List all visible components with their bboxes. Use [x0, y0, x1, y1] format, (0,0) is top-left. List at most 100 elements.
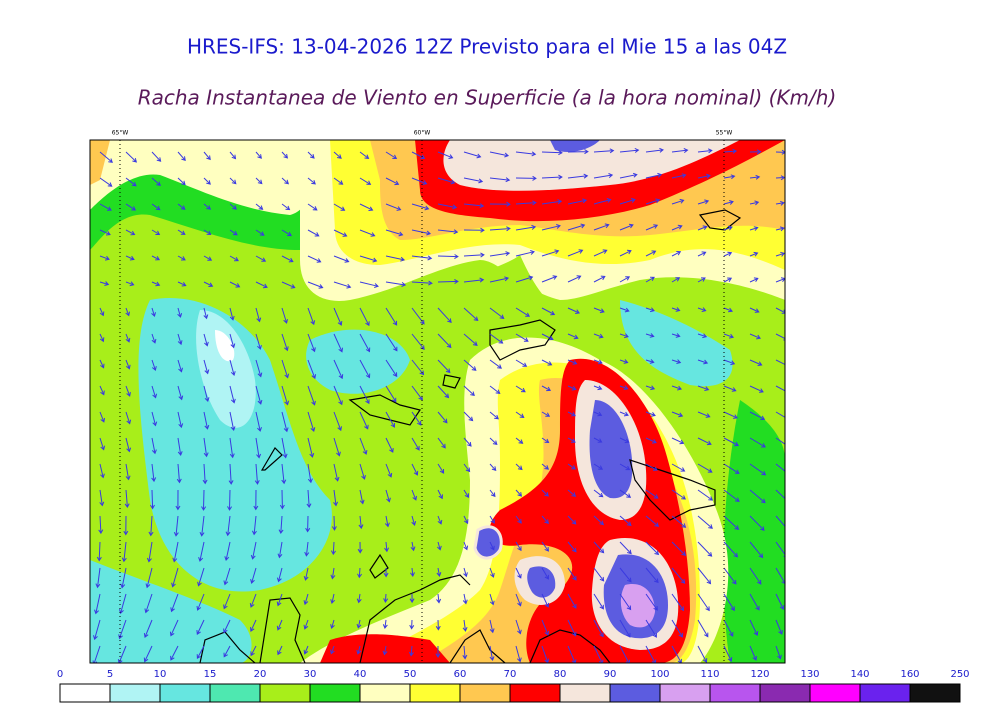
- wind-arrow: [463, 489, 470, 499]
- wind-arrow: [463, 541, 469, 551]
- wind-arrow: [255, 333, 262, 350]
- wind-arrow: [93, 619, 101, 641]
- wind-arrow: [385, 463, 393, 478]
- wind-arrow: [567, 249, 584, 257]
- wind-arrow: [463, 359, 477, 371]
- wind-arrow: [382, 619, 388, 629]
- wind-arrow: [515, 224, 537, 231]
- wind-arrow: [99, 385, 105, 396]
- wind-arrow: [281, 385, 290, 406]
- wind-arrow: [697, 437, 712, 446]
- wind-arrow: [177, 359, 183, 373]
- wind-arrow: [515, 593, 522, 607]
- colorbar-box: [109, 683, 161, 703]
- wind-arrow: [749, 645, 757, 661]
- wind-arrow: [437, 489, 443, 500]
- wind-arrow: [645, 619, 657, 638]
- wind-arrow: [749, 149, 762, 155]
- wind-arrow: [358, 515, 364, 530]
- wind-arrow: [228, 463, 234, 485]
- wind-arrow: [593, 515, 605, 526]
- wind-arrow: [357, 541, 363, 554]
- wind-arrow: [383, 593, 389, 603]
- wind-arrow: [723, 225, 733, 231]
- wind-arrow: [593, 307, 605, 314]
- wind-arrow: [749, 437, 766, 448]
- wind-arrow: [697, 619, 709, 638]
- wind-arrow: [489, 201, 511, 207]
- wind-arrow: [463, 333, 478, 346]
- wind-arrow: [775, 515, 785, 528]
- colorbar-label: 100: [650, 669, 669, 680]
- colorbar-box: [459, 683, 511, 703]
- wind-arrow: [411, 489, 417, 501]
- colorbar-box: [659, 683, 711, 703]
- wind-arrow: [281, 333, 289, 352]
- wind-arrow: [281, 463, 287, 485]
- wind-arrow: [463, 151, 482, 159]
- wind-arrow: [567, 645, 577, 663]
- wind-arrow: [333, 203, 346, 211]
- wind-arrow: [385, 151, 398, 160]
- wind-arrow: [356, 593, 362, 604]
- wind-arrow: [515, 307, 531, 317]
- wind-arrow: [306, 489, 312, 509]
- wind-arrow: [307, 229, 320, 237]
- wind-arrow: [125, 385, 131, 397]
- wind-arrow: [125, 307, 130, 317]
- wind-arrow: [775, 385, 785, 392]
- wind-arrow: [99, 229, 111, 236]
- wind-arrow: [749, 515, 765, 531]
- wind-arrow: [437, 463, 445, 474]
- wind-arrow: [196, 619, 205, 635]
- wind-arrow: [227, 489, 233, 511]
- wind-arrow: [145, 567, 153, 589]
- wind-arrow: [723, 515, 740, 530]
- wind-arrow: [541, 489, 549, 497]
- wind-arrow: [723, 541, 739, 558]
- wind-arrow: [99, 255, 110, 261]
- wind-arrow: [229, 229, 238, 236]
- wind-arrow: [411, 515, 417, 526]
- wind-arrow: [541, 224, 561, 231]
- wind-arrow: [198, 541, 205, 562]
- wind-arrow: [203, 229, 212, 236]
- wind-arrow: [619, 359, 629, 364]
- wind-arrow: [697, 199, 710, 205]
- wind-arrow: [593, 463, 604, 470]
- wind-arrow: [775, 200, 785, 206]
- wind-arrow: [593, 541, 605, 554]
- wind-arrow: [515, 489, 523, 497]
- wind-area: [306, 329, 410, 394]
- wind-arrow: [671, 489, 686, 500]
- wind-arrow: [255, 177, 263, 185]
- wind-arrow: [723, 200, 734, 205]
- wind-arrow: [151, 359, 157, 372]
- wind-arrow: [749, 307, 760, 313]
- wind-arrow: [281, 203, 291, 211]
- wind-arrow: [151, 177, 161, 186]
- wind-arrow: [489, 567, 495, 578]
- wind-arrow: [229, 255, 239, 262]
- wind-area: [196, 310, 256, 428]
- wind-arrow: [99, 203, 112, 211]
- wind-arrow: [251, 515, 257, 536]
- wind-arrow: [645, 385, 656, 391]
- wind-arrow: [203, 177, 211, 185]
- wind-arrow: [489, 411, 499, 420]
- colorbar-label: 0: [57, 669, 63, 680]
- wind-arrow: [775, 437, 785, 445]
- wind-arrow: [697, 411, 711, 418]
- wind-arrow: [169, 619, 179, 637]
- wind-arrow: [196, 593, 205, 611]
- wind-arrow: [411, 280, 433, 286]
- wind-arrow: [697, 277, 706, 283]
- wind-arrow: [409, 619, 415, 630]
- colorbar-label: 30: [304, 669, 317, 680]
- wind-arrow: [382, 645, 388, 656]
- wind-arrow: [437, 229, 459, 235]
- wind-arrow: [359, 281, 379, 288]
- wind-arrow: [281, 255, 294, 263]
- wind-arrow: [151, 333, 157, 344]
- wind-arrow: [125, 229, 136, 236]
